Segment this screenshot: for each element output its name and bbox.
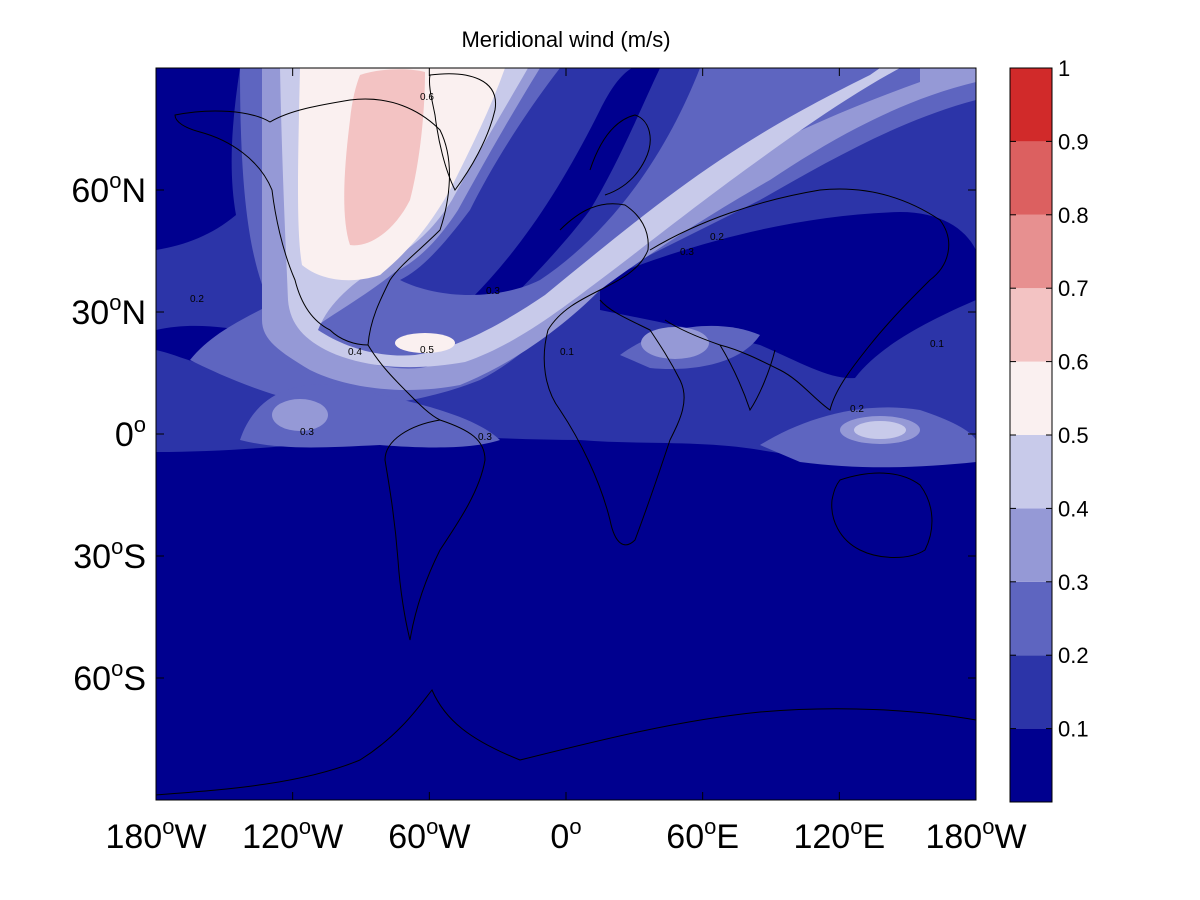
map-title: Meridional wind (m/s) <box>461 27 670 52</box>
map-area: 0.3 0.5 0.3 0.2 0.1 0.6 0.4 0.3 0.2 0.3 … <box>156 68 976 800</box>
contour-label-0.3a: 0.3 <box>300 427 314 438</box>
colorbar-label: 1 <box>1058 56 1070 81</box>
colorbar-label: 0.8 <box>1058 203 1089 228</box>
lon-tick-label: 180oW <box>105 814 206 856</box>
lon-tick-label: 120oW <box>242 814 343 856</box>
contour-labels: 0.3 0.5 0.3 0.2 0.1 0.6 0.4 0.3 0.2 0.3 … <box>190 92 944 443</box>
colorbar-label: 0.2 <box>1058 643 1089 668</box>
contour-band-0.6 <box>344 69 425 246</box>
contour-label-0.2a: 0.2 <box>190 294 204 305</box>
lon-tick-label: 60oE <box>666 814 739 856</box>
gulf-blob-0.5 <box>395 333 455 353</box>
colorbar-swatch <box>1010 435 1052 509</box>
contour-label-0.4: 0.4 <box>348 347 362 358</box>
colorbar-swatch <box>1010 68 1052 142</box>
arabia-blob <box>641 327 709 359</box>
contour-label-0.3c: 0.3 <box>478 432 492 443</box>
trough-midlat-asia <box>600 212 976 379</box>
lon-tick-label: 180oW <box>925 814 1026 856</box>
colorbar-swatch <box>1010 728 1052 802</box>
contour-label-0.1a: 0.1 <box>560 347 574 358</box>
lat-tick-label: 60oN <box>71 168 146 210</box>
contour-label-0.5: 0.5 <box>420 345 434 356</box>
contour-label-0.6: 0.6 <box>420 92 434 103</box>
colorbar-swatch <box>1010 361 1052 435</box>
trough-atlantic <box>470 68 660 320</box>
lon-tick-label: 0o <box>550 814 581 856</box>
contour-label-0.3b: 0.3 <box>486 286 500 297</box>
trough-alaska <box>156 68 240 250</box>
colorbar-label: 0.9 <box>1058 129 1089 154</box>
colorbar-label: 0.6 <box>1058 350 1089 375</box>
lat-tick-label: 60oS <box>73 656 146 698</box>
colorbar-swatch <box>1010 581 1052 656</box>
colorbar-swatch <box>1010 655 1052 729</box>
contour-label-0.1b: 0.1 <box>930 339 944 350</box>
colorbar-label: 0.3 <box>1058 570 1089 595</box>
contour-label-0.2b: 0.2 <box>710 232 724 243</box>
lat-tick-label: 30oS <box>73 534 146 576</box>
contour-label-0.3d: 0.3 <box>680 247 694 258</box>
colorbar-label: 0.7 <box>1058 276 1089 301</box>
contour-label-0.2c: 0.2 <box>850 404 864 415</box>
colorbar-swatch <box>1010 141 1052 215</box>
colorbar-label: 0.1 <box>1058 717 1089 742</box>
colorbar-label: 0.4 <box>1058 496 1089 521</box>
colorbar-label: 0.5 <box>1058 423 1089 448</box>
lat-axis-labels: 60oN 30oN 0o 30oS 60oS <box>71 168 146 698</box>
tropic-pacific-blob <box>272 399 328 431</box>
coastlines <box>156 73 976 796</box>
lon-axis-labels: 180oW 120oW 60oW 0o 60oE 120oE 180oW <box>105 814 1026 856</box>
colorbar-swatch <box>1010 288 1052 362</box>
colorbar-swatch <box>1010 508 1052 582</box>
lat-tick-label: 0o <box>115 412 146 454</box>
lon-tick-label: 120oE <box>793 814 885 856</box>
tropic-blob-0.4 <box>854 421 906 439</box>
colorbar-swatch <box>1010 214 1052 289</box>
colorbar: 0.1 0.2 0.3 0.4 0.5 0.6 0.7 0.8 0.9 1 <box>1009 56 1089 803</box>
axis-ticks <box>155 68 977 800</box>
lat-tick-label: 30oN <box>71 290 146 332</box>
lon-tick-label: 60oW <box>388 814 470 856</box>
